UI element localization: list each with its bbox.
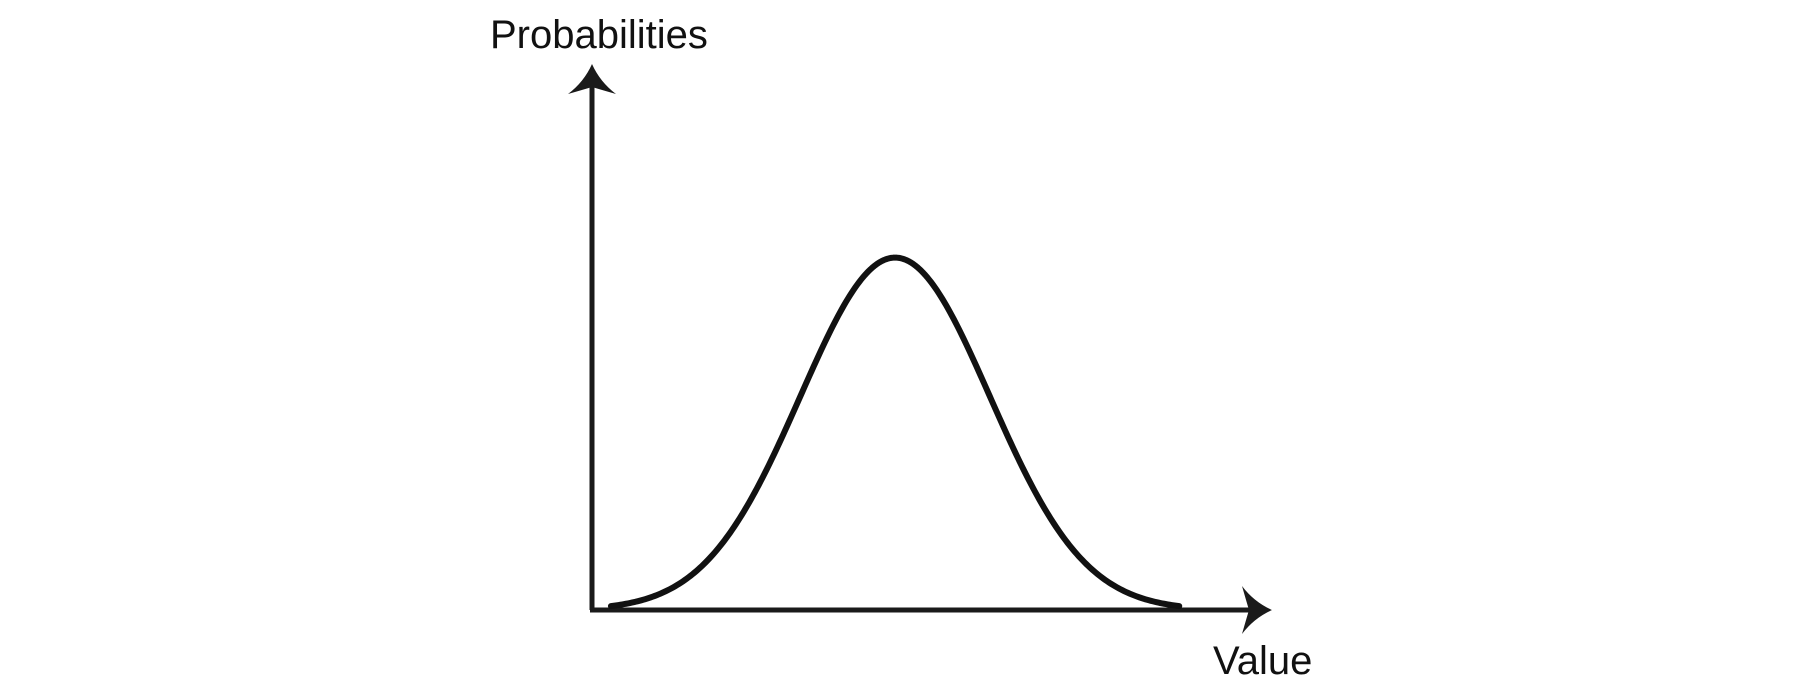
x-axis-arrowhead xyxy=(1242,586,1272,634)
y-axis-label: Probabilities xyxy=(490,13,708,57)
axes xyxy=(568,64,1272,634)
x-axis-label: Value xyxy=(1213,639,1312,683)
probability-curve xyxy=(607,254,1183,610)
y-axis-arrowhead xyxy=(568,64,616,94)
